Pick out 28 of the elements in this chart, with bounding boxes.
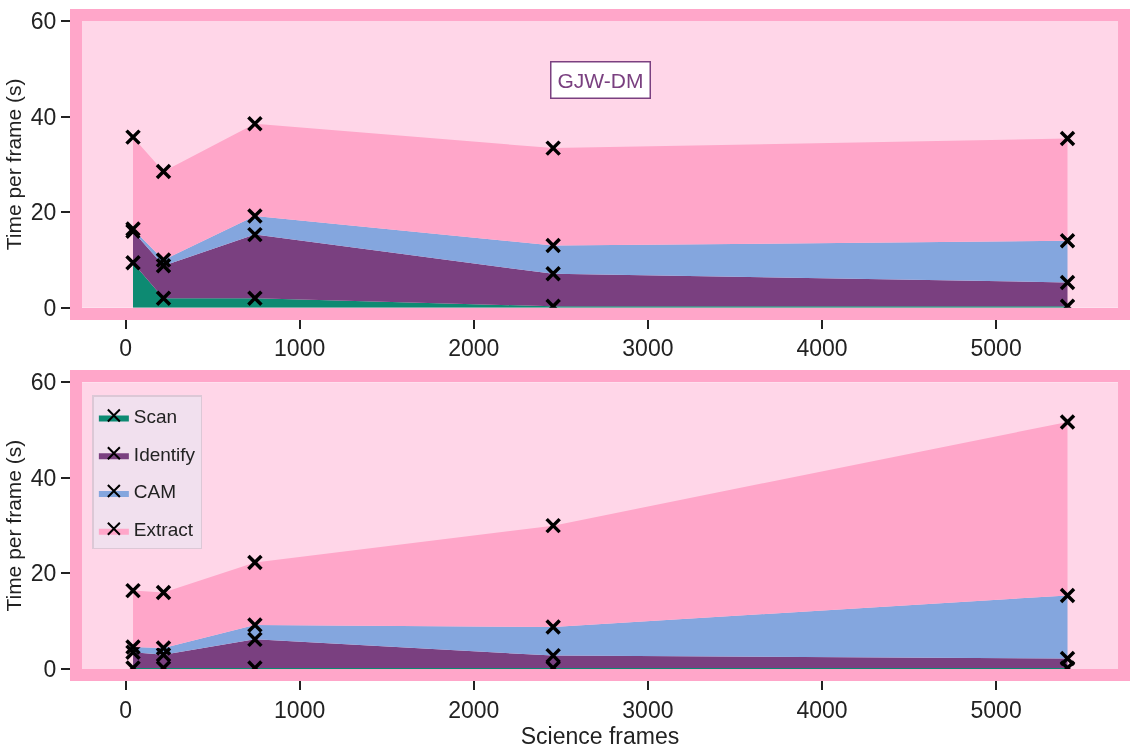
x-tick-label: 1000 [274,335,326,362]
x-tick-label: 1000 [274,696,326,723]
y-tick-label: 40 [30,103,57,130]
y-axis-title: Time per frame (s) [2,439,26,612]
legend-label: CAM [133,481,177,503]
y-tick-label: 0 [43,656,57,683]
y-tick-label: 60 [30,8,57,35]
x-tick-label: 2000 [448,335,500,362]
y-tick-label: 0 [43,294,57,321]
y-tick-label: 20 [30,560,57,587]
y-tick-label: 60 [30,369,57,396]
x-tick-label: 0 [119,335,132,362]
x-tick-label: 4000 [796,335,848,362]
x-axis-title: Science frames [520,722,680,749]
x-tick-label: 0 [119,696,132,723]
legend-label: Scan [133,405,178,427]
x-tick-label: 5000 [970,696,1022,723]
x-tick-label: 4000 [796,696,848,723]
legend-label: Identify [133,443,196,465]
legend-label: Extract [133,519,194,541]
x-tick-label: 2000 [448,696,500,723]
x-tick-label: 3000 [622,696,674,723]
y-tick-label: 20 [30,199,57,226]
y-axis-title: Time per frame (s) [2,78,26,251]
text: GJW-DM [557,68,644,92]
x-tick-label: 5000 [970,335,1022,362]
y-tick-label: 40 [30,464,57,491]
x-tick-label: 3000 [622,335,674,362]
